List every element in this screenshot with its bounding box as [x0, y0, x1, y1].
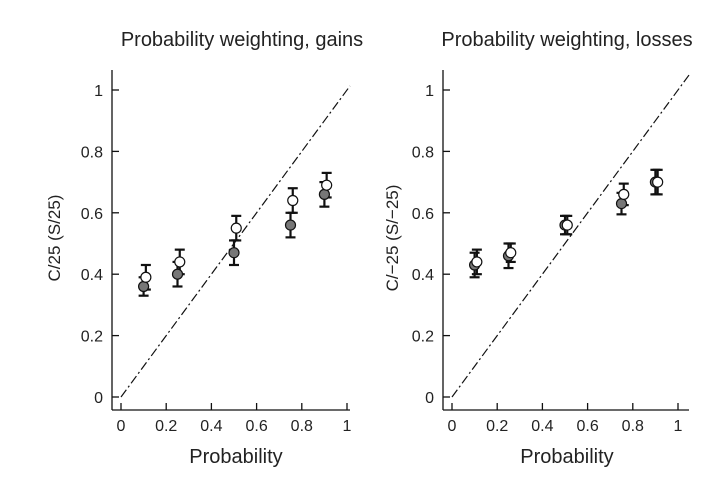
gains-y-tick-label: 0.6	[81, 206, 103, 223]
gains-filled-data-point	[228, 247, 240, 259]
gains-filled-data-point	[318, 188, 330, 200]
losses-y-tick-label: 0.2	[412, 329, 434, 346]
losses-filled-data-point	[615, 197, 628, 210]
losses-y-tick-label: 0.4	[412, 267, 434, 284]
gains-filled-data-point	[284, 219, 297, 231]
losses-y-tick-label: 0	[425, 390, 434, 407]
panel-losses-plot-area: 0 0.2 0.4 0.6 0.8 1 0 0.2 0.4 0.6 0.8 1	[412, 70, 690, 435]
gains-open-data-point	[174, 256, 186, 268]
losses-identity-line	[451, 74, 690, 398]
gains-y-tick-label: 0.4	[81, 267, 103, 284]
losses-y-tick-label: 0.6	[412, 206, 434, 223]
losses-x-tick-label: 0.4	[531, 418, 553, 435]
panel-losses-x-axis-label: Probability	[520, 446, 613, 468]
panel-gains-plot-area: 0 0.2 0.4 0.6 0.8 1 0 0.2 0.4 0.6 0.8 1	[81, 70, 352, 435]
panel-losses-y-axis-label: C/−25 (S/−25)	[383, 185, 402, 292]
losses-open-data-point	[652, 176, 664, 188]
losses-x-tick-label: 1	[674, 418, 683, 435]
losses-x-tick-label: 0.2	[486, 418, 508, 435]
gains-open-data-point	[140, 271, 152, 283]
gains-y-tick-label: 0.8	[81, 144, 103, 161]
losses-x-tick-label: 0.8	[622, 418, 644, 435]
gains-x-tick-label: 0.4	[200, 418, 222, 435]
gains-open-data-point	[230, 222, 242, 234]
gains-y-tick-label: 1	[94, 83, 103, 100]
gains-x-tick-label: 0.8	[291, 418, 313, 435]
losses-y-tick-label: 1	[425, 83, 434, 100]
gains-open-data-point	[321, 179, 333, 191]
losses-x-tick-label: 0	[448, 418, 457, 435]
panel-losses: Probability weighting, losses Probabilit…	[383, 29, 693, 468]
losses-x-tick-label: 0.6	[576, 418, 598, 435]
gains-x-tick-label: 1	[343, 418, 352, 435]
panel-gains: Probability weighting, gains Probability…	[45, 29, 363, 468]
gains-open-data-point	[287, 194, 299, 207]
gains-y-tick-label: 0.2	[81, 329, 103, 346]
losses-open-data-point	[471, 256, 483, 268]
gains-filled-data-point	[171, 268, 184, 280]
panel-losses-title: Probability weighting, losses	[441, 29, 692, 51]
gains-x-tick-label: 0.2	[155, 418, 177, 435]
losses-open-data-point	[618, 188, 630, 200]
panel-gains-x-axis-label: Probability	[189, 446, 282, 468]
gains-x-tick-label: 0.6	[245, 418, 267, 435]
panel-gains-y-axis-label: C/25 (S/25)	[45, 195, 64, 282]
losses-y-tick-label: 0.8	[412, 144, 434, 161]
gains-y-tick-label: 0	[94, 390, 103, 407]
gains-x-tick-label: 0	[117, 418, 126, 435]
panel-gains-title: Probability weighting, gains	[121, 29, 363, 51]
losses-open-data-point	[505, 247, 517, 259]
losses-open-data-point	[561, 219, 573, 231]
gains-filled-data-point	[138, 280, 150, 293]
